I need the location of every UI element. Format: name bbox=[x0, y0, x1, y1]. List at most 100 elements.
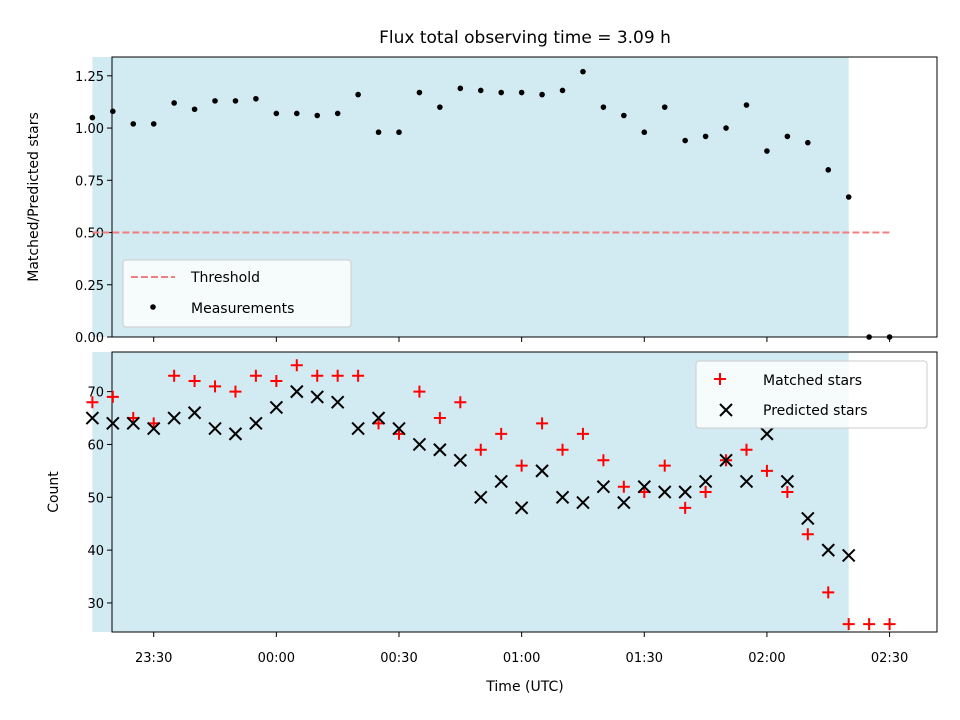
matched-stars-point bbox=[433, 412, 446, 425]
count-panel: 30 40 50 60 70 23:30 00:00 00:30 01:00 01:30 02:00… bbox=[46, 351, 938, 666]
legend-predicted-swatch bbox=[719, 403, 733, 417]
measurement-point bbox=[253, 95, 259, 102]
count-y-tick-label: 60 bbox=[87, 438, 104, 453]
predicted-stars-point bbox=[208, 421, 222, 436]
predicted-stars-point bbox=[821, 543, 835, 557]
matched-stars-point bbox=[863, 618, 876, 631]
matched-stars-point bbox=[617, 480, 630, 493]
matched-stars-point bbox=[168, 369, 181, 382]
matched-stars-point bbox=[781, 486, 794, 498]
predicted-stars-point bbox=[249, 416, 263, 431]
ratio-axes-frame bbox=[111, 56, 938, 338]
matched-stars-point bbox=[556, 443, 569, 456]
predicted-stars-point bbox=[371, 411, 386, 425]
measurement-point bbox=[600, 104, 607, 110]
matched-stars-point bbox=[883, 618, 896, 631]
matched-stars-point bbox=[740, 443, 753, 456]
chart-title: Flux total observing time = 3.09 h bbox=[379, 28, 671, 48]
measurement-point bbox=[518, 89, 525, 96]
measurement-point bbox=[723, 125, 729, 131]
ratio-y-tick-label: 0.00 bbox=[75, 331, 104, 346]
count-y-tick-label: 70 bbox=[87, 386, 104, 401]
predicted-stars-point bbox=[310, 390, 324, 404]
measurement-point bbox=[559, 87, 566, 94]
matched-stars-point bbox=[822, 586, 835, 599]
matched-stars-point bbox=[842, 618, 855, 631]
measurement-point bbox=[866, 334, 872, 340]
measurement-point bbox=[416, 89, 423, 96]
measurement-point bbox=[784, 133, 791, 140]
measurement-point bbox=[743, 102, 750, 108]
measurement-point bbox=[764, 148, 770, 154]
predicted-stars-point bbox=[412, 437, 427, 452]
predicted-stars-point bbox=[167, 411, 181, 425]
predicted-stars-point bbox=[514, 501, 529, 515]
measurement-point bbox=[212, 98, 218, 104]
ratio-y-tick-label: 0.50 bbox=[75, 227, 104, 242]
x-tick-label: 00:30 bbox=[380, 651, 417, 666]
matched-stars-point bbox=[352, 369, 365, 382]
predicted-stars-point bbox=[392, 421, 406, 436]
ratio-legend: Threshold Measurements bbox=[122, 259, 352, 328]
measurement-point bbox=[539, 91, 545, 98]
measurement-point bbox=[477, 87, 484, 94]
legend-measurements-label: Measurements bbox=[191, 301, 294, 317]
predicted-stars-point bbox=[617, 495, 631, 510]
predicted-stars-point bbox=[494, 474, 508, 489]
legend-matched-swatch bbox=[714, 373, 726, 385]
matched-stars-point bbox=[188, 375, 201, 388]
count-y-axis-label: Count bbox=[46, 471, 62, 513]
matched-stars-point bbox=[536, 417, 549, 430]
predicted-stars-point bbox=[433, 443, 447, 457]
predicted-stars-point bbox=[698, 474, 713, 489]
measurement-point bbox=[702, 133, 709, 140]
matched-stars-point bbox=[229, 385, 242, 398]
measurement-point bbox=[355, 91, 361, 98]
matched-stars-point bbox=[209, 380, 222, 393]
ratio-y-axis-label: Matched/Predicted stars bbox=[26, 112, 42, 282]
matched-stars-point bbox=[495, 427, 508, 440]
measurement-point bbox=[580, 68, 586, 75]
predicted-stars-point bbox=[596, 480, 611, 494]
ratio-y-tick-label: 0.75 bbox=[75, 174, 104, 189]
x-tick-label: 01:00 bbox=[503, 651, 540, 666]
predicted-stars-point bbox=[841, 548, 856, 563]
matched-stars-point bbox=[760, 464, 773, 477]
matched-stars-point bbox=[801, 528, 814, 541]
measurement-point bbox=[396, 129, 402, 136]
measurement-point bbox=[661, 104, 668, 110]
matched-stars-point bbox=[679, 501, 692, 514]
predicted-stars-point bbox=[228, 427, 243, 441]
measurement-point bbox=[191, 106, 198, 113]
measurement-point bbox=[314, 112, 321, 119]
ratio-y-tick-label: 1.00 bbox=[75, 122, 104, 137]
x-tick-label: 00:00 bbox=[258, 651, 295, 666]
measurement-point bbox=[805, 139, 811, 146]
predicted-stars-point bbox=[85, 411, 100, 425]
measurement-point bbox=[641, 129, 648, 136]
measurement-point bbox=[375, 129, 382, 136]
matched-stars-point bbox=[249, 369, 262, 382]
predicted-stars-point bbox=[555, 490, 570, 504]
ratio-panel: 0.00 0.25 0.50 0.75 1.00 1.25 Matched/Predict… bbox=[26, 56, 938, 346]
predicted-stars-point bbox=[351, 421, 365, 436]
count-y-tick-label: 30 bbox=[87, 597, 104, 612]
matched-stars-point bbox=[658, 459, 671, 472]
legend-measurements-swatch bbox=[150, 304, 156, 310]
predicted-stars-point bbox=[535, 464, 549, 478]
matched-stars-point bbox=[86, 396, 99, 409]
matched-stars-point bbox=[106, 390, 119, 403]
predicted-stars-point bbox=[106, 416, 120, 431]
matched-stars-point bbox=[413, 385, 426, 398]
predicted-stars-point bbox=[801, 511, 815, 526]
predicted-stars-point bbox=[146, 421, 161, 436]
predicted-stars-point bbox=[290, 384, 304, 399]
matched-stars-point bbox=[576, 427, 589, 440]
ratio-y-tick-label: 0.25 bbox=[75, 279, 104, 294]
predicted-stars-point bbox=[576, 495, 590, 510]
measurement-point bbox=[825, 167, 832, 173]
predicted-stars-point bbox=[658, 485, 672, 499]
measurement-point bbox=[150, 121, 157, 127]
count-y-tick-label: 40 bbox=[87, 544, 104, 559]
